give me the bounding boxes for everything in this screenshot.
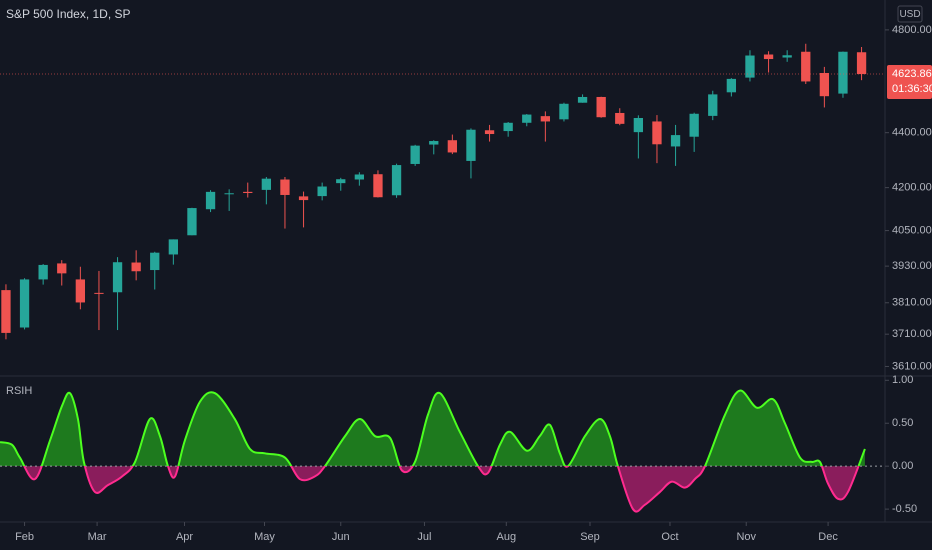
currency-box[interactable]	[897, 5, 923, 23]
indicator-title: RSIH	[6, 385, 32, 397]
candle-body	[633, 118, 644, 133]
last-price-label: 4623.86	[892, 68, 932, 80]
y-tick-label: 3610.00	[892, 360, 932, 372]
y-tick-label: 4200.00	[892, 182, 932, 194]
candle-body	[670, 135, 681, 147]
chart-title: S&P 500 Index, 1D, SP	[6, 7, 131, 21]
candle-body	[429, 141, 439, 145]
candle-body	[150, 252, 160, 271]
candle-body	[447, 140, 458, 153]
candle-body	[187, 208, 197, 236]
candle-body	[261, 178, 272, 190]
countdown-label: 01:36:30	[892, 83, 932, 95]
candle-body	[373, 174, 383, 198]
candle-body	[224, 193, 234, 195]
candle-body	[112, 262, 123, 293]
candle-body	[466, 129, 476, 161]
candle-body	[131, 262, 141, 272]
x-tick-label: Dec	[818, 531, 838, 543]
x-tick-label: Aug	[497, 531, 517, 543]
candle-body	[782, 55, 792, 58]
x-tick-label: Nov	[736, 531, 756, 543]
candle-body	[410, 145, 420, 164]
candle-body	[57, 263, 67, 274]
candle-body	[615, 112, 625, 124]
x-tick-label: Sep	[580, 531, 600, 543]
candle-body	[298, 196, 309, 201]
y-tick-label: -0.50	[892, 503, 917, 515]
y-tick-label: 0.50	[892, 417, 913, 429]
candle-body	[317, 186, 327, 197]
candle-body	[763, 54, 774, 60]
x-tick-label: Jul	[417, 531, 431, 543]
candle-body	[856, 52, 867, 75]
candle-body	[801, 51, 811, 82]
candle-body	[280, 179, 290, 195]
x-tick-label: May	[254, 531, 275, 543]
candle-body	[243, 191, 253, 193]
candle-body	[94, 292, 104, 294]
candle-body	[577, 96, 588, 103]
y-tick-label: 0.00	[892, 460, 913, 472]
x-tick-label: Oct	[661, 531, 678, 543]
y-tick-label: 1.00	[892, 374, 913, 386]
candle-body	[708, 94, 718, 116]
candle-body	[391, 165, 402, 196]
y-tick-label: 4050.00	[892, 225, 932, 237]
candle-body	[38, 264, 48, 280]
candle-body	[1, 290, 11, 333]
x-tick-label: Feb	[15, 531, 34, 543]
y-tick-label: 4400.00	[892, 127, 932, 139]
x-tick-label: Jun	[332, 531, 350, 543]
x-tick-label: Mar	[88, 531, 107, 543]
x-tick-label: Apr	[176, 531, 193, 543]
candle-body	[819, 72, 830, 97]
y-tick-label: 3930.00	[892, 260, 932, 272]
line-up	[0, 389, 866, 467]
candle-body	[596, 96, 606, 118]
currency-label: USD	[899, 9, 920, 20]
candle-body	[484, 130, 495, 135]
y-tick-label: 3710.00	[892, 328, 932, 340]
candle-body	[559, 103, 569, 120]
candle-body	[652, 121, 662, 145]
candle-body	[745, 55, 755, 78]
line-down	[23, 466, 860, 513]
last-price-box	[887, 65, 932, 100]
candle-body	[522, 114, 532, 123]
candle-body	[726, 78, 737, 93]
area-up	[0, 390, 865, 467]
candle-body	[168, 239, 179, 255]
candle-body	[75, 279, 86, 303]
candle-body	[205, 191, 216, 210]
candle-body	[19, 279, 30, 328]
candle-body	[503, 122, 513, 132]
candle-body	[336, 179, 346, 184]
y-tick-label: 4800.00	[892, 24, 932, 36]
candle-body	[838, 51, 848, 94]
candle-body	[540, 116, 551, 122]
y-tick-label: 3810.00	[892, 297, 932, 309]
candle-body	[354, 174, 365, 180]
candle-body	[689, 113, 699, 137]
